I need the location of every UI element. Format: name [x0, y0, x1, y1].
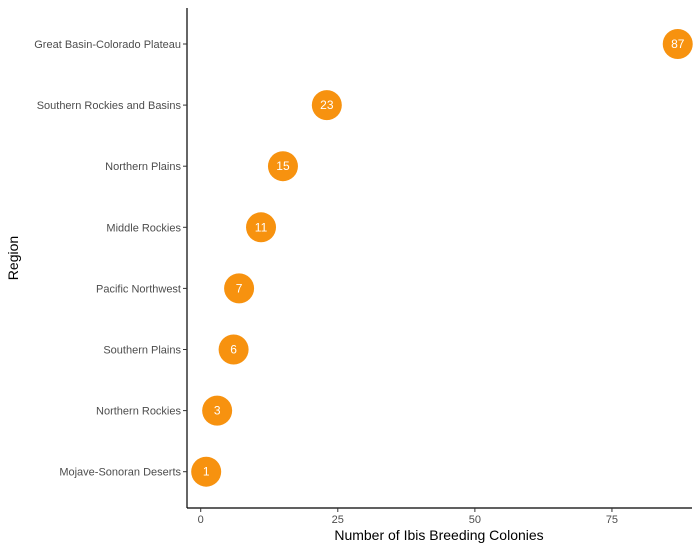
data-point: [311, 90, 342, 121]
data-point: [267, 151, 298, 182]
y-tick-label: Northern Rockies: [96, 406, 181, 418]
data-point: [662, 29, 693, 59]
data-point: [218, 334, 249, 365]
x-tick-label: 0: [198, 514, 204, 526]
y-tick-label: Northern Plains: [105, 161, 181, 173]
data-point: [224, 273, 255, 304]
data-label: 15: [276, 159, 290, 173]
x-tick-label: 75: [606, 514, 618, 526]
y-tick-label: Pacific Northwest: [96, 283, 181, 295]
data-label: 87: [671, 37, 685, 51]
data-point: [191, 456, 222, 487]
data-label: 23: [320, 98, 334, 112]
y-tick-label: Great Basin-Colorado Plateau: [34, 39, 181, 51]
x-tick-label: 50: [469, 514, 481, 526]
y-tick-label: Middle Rockies: [106, 222, 181, 234]
data-label: 3: [214, 404, 221, 418]
plot-layer: 0 25 50 75 Great Basin-Colorado Plateau 87 Sou…: [34, 8, 693, 526]
y-axis-title: Region: [5, 236, 21, 280]
data-point: [202, 395, 233, 426]
x-axis-title: Number of Ibis Breeding Colonies: [334, 527, 543, 543]
y-tick-label: Mojave-Sonoran Deserts: [59, 467, 181, 479]
data-label: 11: [255, 220, 268, 234]
data-label: 1: [203, 465, 210, 479]
y-tick-label: Southern Plains: [103, 345, 181, 357]
y-tick-label: Southern Rockies and Basins: [37, 100, 182, 112]
data-point: [246, 212, 277, 243]
data-label: 7: [236, 281, 243, 295]
data-label: 6: [230, 343, 237, 357]
x-tick-label: 25: [332, 514, 344, 526]
